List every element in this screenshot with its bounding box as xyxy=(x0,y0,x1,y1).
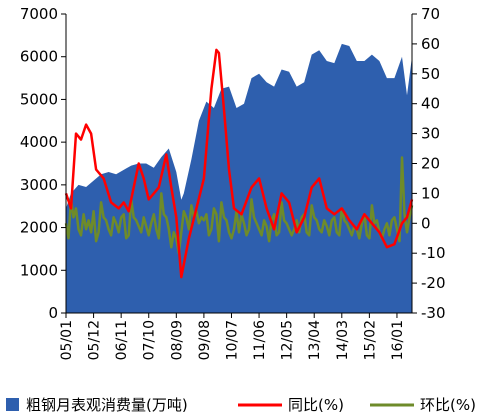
x-tick-label: 15/02 xyxy=(362,320,378,360)
axes xyxy=(61,13,417,318)
left-tick-label: 4000 xyxy=(20,133,58,151)
right-tick-label: 60 xyxy=(421,35,440,53)
left-tick-label: 7000 xyxy=(20,5,58,23)
legend-label-yoy: 同比(%) xyxy=(288,396,344,414)
yoy-mom-line-layer xyxy=(64,48,414,279)
right-tick-label: -10 xyxy=(421,244,446,262)
left-tick-label: 6000 xyxy=(20,48,58,66)
right-tick-label: -30 xyxy=(421,304,446,322)
apparent-consumption-area-layer xyxy=(66,43,412,314)
left-axis-tick-labels: 0 1000 2000 3000 4000 5000 6000 7000 xyxy=(20,5,58,322)
x-tick-label: 08/09 xyxy=(169,320,185,360)
x-tick-label: 07/10 xyxy=(142,320,158,360)
right-tick-label: 20 xyxy=(421,155,440,173)
x-tick-label: 09/08 xyxy=(197,320,213,360)
x-axis-tick-labels: 05/01 05/12 06/11 07/10 08/09 09/08 10/07 11/06… xyxy=(59,320,406,360)
right-tick-label: -20 xyxy=(421,274,446,292)
x-tick-label: 11/06 xyxy=(252,320,268,360)
x-tick-label: 12/05 xyxy=(280,320,296,360)
left-tick-label: 3000 xyxy=(20,176,58,194)
legend-swatch-consumption xyxy=(6,398,19,411)
legend-label-mom: 环比(%) xyxy=(420,396,476,414)
x-tick-label: 10/07 xyxy=(224,320,240,360)
x-tick-label: 05/01 xyxy=(59,320,75,360)
right-tick-label: 40 xyxy=(421,95,440,113)
right-tick-label: 0 xyxy=(421,214,431,232)
x-tick-label: 16/01 xyxy=(390,320,406,360)
x-tick-label: 13/04 xyxy=(307,320,323,360)
left-tick-label: 0 xyxy=(48,304,58,322)
right-tick-label: 70 xyxy=(421,5,440,23)
right-tick-label: 10 xyxy=(421,184,440,202)
chart-legend: 粗钢月表观消费量(万吨) 同比(%) 环比(%) xyxy=(6,396,476,414)
right-axis-tick-labels: -30 -20 -10 0 10 20 30 40 50 60 70 xyxy=(421,5,446,322)
legend-label-consumption: 粗钢月表观消费量(万吨) xyxy=(26,396,188,414)
right-tick-label: 30 xyxy=(421,125,440,143)
left-tick-label: 2000 xyxy=(20,219,58,237)
left-tick-label: 1000 xyxy=(20,261,58,279)
x-tick-label: 05/12 xyxy=(87,320,103,360)
left-tick-label: 5000 xyxy=(20,90,58,108)
right-tick-label: 50 xyxy=(421,65,440,83)
x-tick-label: 14/03 xyxy=(335,320,351,360)
x-tick-label: 06/11 xyxy=(114,320,130,360)
series-consumption-area xyxy=(66,43,412,314)
series-yoy-line xyxy=(64,48,414,279)
